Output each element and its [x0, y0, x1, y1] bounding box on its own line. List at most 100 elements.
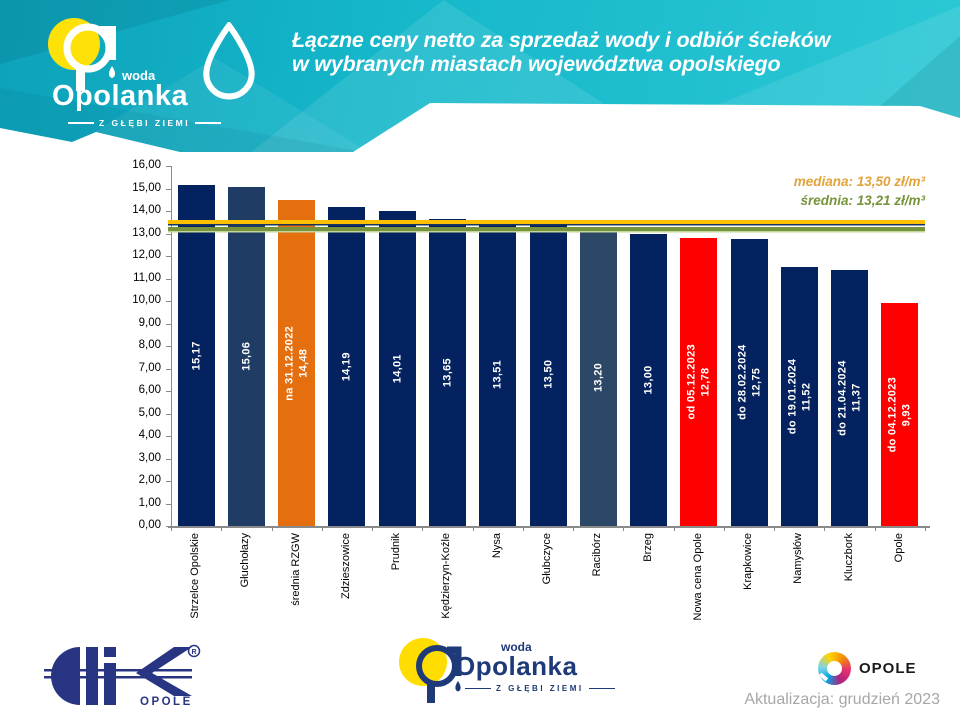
y-axis-label: 7,00 — [138, 361, 161, 374]
y-axis-label: 12,00 — [132, 249, 161, 261]
water-pump-icon — [399, 638, 462, 703]
y-axis-label: 9,00 — [138, 316, 161, 329]
water-drop-icon — [203, 22, 255, 100]
bar-Kędzierzyn-Koźle: 13,65 — [428, 218, 466, 526]
bar-value-label: 13,65 — [441, 357, 454, 387]
brand-name: Opolanka — [52, 80, 189, 112]
y-axis-tick — [166, 166, 171, 167]
x-axis-label: Głuchołazy — [239, 533, 252, 588]
y-axis-label: 14,00 — [132, 204, 161, 216]
brand-woda: woda — [122, 68, 156, 83]
opole-swirl-icon — [818, 652, 851, 685]
y-axis-tick — [166, 301, 171, 302]
bar-value-label: 14,19 — [340, 351, 353, 381]
bar-value-label: od 05.12.2023 12,78 — [685, 344, 712, 420]
x-axis-line — [168, 526, 930, 528]
y-axis-tick — [166, 436, 171, 437]
y-axis-label: 13,00 — [132, 226, 161, 239]
bar-Krapkowice: do 28.02.2024 12,75 — [730, 239, 768, 526]
x-axis-tick — [372, 526, 374, 531]
y-axis-tick — [166, 278, 171, 280]
mean-label: średnia: 13,21 zł/m³ — [800, 193, 925, 208]
y-axis-label: 3,00 — [138, 451, 161, 464]
x-axis-tick — [171, 526, 172, 531]
bar-Strzelce Opolskie: 15,17 — [177, 184, 215, 526]
y-axis-tick — [166, 211, 171, 212]
x-axis-tick — [774, 526, 776, 531]
bar-value-label: do 21.04.2024 11,37 — [836, 360, 863, 436]
x-axis-tick — [321, 526, 323, 531]
bar-Zdzieszowice: 14,19 — [328, 206, 366, 526]
brand-woda: woda — [501, 640, 532, 654]
x-axis-label: Kluczbork — [842, 533, 855, 582]
y-axis-tick — [166, 256, 171, 257]
registered-mark: R — [191, 649, 196, 656]
bar-value-label: do 04.12.2023 9,93 — [886, 376, 913, 452]
y-axis-tick — [166, 188, 171, 190]
water-pump-icon — [48, 18, 116, 91]
wik-opole-logo: R OPOLE — [44, 644, 201, 708]
y-axis-label: 16,00 — [132, 159, 161, 171]
stats-annotation: mediana: 13,50 zł/m³ średnia: 13,21 zł/m… — [794, 172, 925, 210]
bar-Nysa: 13,51 — [479, 222, 517, 526]
x-axis-tick — [573, 526, 575, 531]
opole-city-label: OPOLE — [859, 660, 917, 677]
x-axis-tick — [623, 526, 625, 531]
x-axis-label: Strzelce Opolskie — [189, 533, 202, 619]
y-axis-label: 6,00 — [138, 384, 161, 396]
y-axis-label: 4,00 — [138, 429, 161, 441]
y-axis-tick — [166, 413, 171, 415]
y-axis-tick — [166, 346, 171, 347]
y-axis-tick — [166, 233, 171, 235]
brand-tagline: Z GŁĘBI ZIEMI — [465, 684, 615, 693]
opolanka-logo-header: woda Opolanka Z GŁĘBI ZIEMI — [26, 10, 256, 140]
x-axis-tick — [522, 526, 524, 531]
x-axis-tick — [874, 526, 876, 531]
bar-value-label: 15,06 — [240, 342, 253, 372]
bar-Kluczbork: do 21.04.2024 11,37 — [831, 270, 869, 526]
y-axis-label: 0,00 — [138, 519, 161, 531]
y-axis-label: 10,00 — [132, 294, 161, 306]
y-axis-label: 1,00 — [138, 496, 161, 509]
x-axis-label: Krapkowice — [742, 533, 755, 590]
y-axis-tick — [166, 503, 171, 505]
bar-Głuchołazy: 15,06 — [227, 187, 265, 526]
bar-Prudnik: 14,01 — [378, 210, 416, 526]
wik-caption: OPOLE — [140, 696, 193, 708]
bar-value-label: 13,20 — [592, 362, 605, 393]
bar-value-label: do 19.01.2024 11,52 — [786, 358, 813, 435]
brand-name: Opolanka — [455, 651, 578, 681]
header-banner — [0, 0, 960, 152]
opolanka-logo-footer: woda Opolanka Z GŁĘBI ZIEMI — [393, 634, 593, 709]
y-axis-label: 11,00 — [133, 271, 161, 284]
x-axis-tick — [925, 526, 926, 531]
page-title-line1: Łączne ceny netto za sprzedaż wody i odb… — [292, 28, 831, 52]
bar-Racibórz: 13,20 — [579, 229, 617, 526]
opole-city-logo: OPOLE — [818, 652, 917, 685]
y-axis-tick — [166, 368, 171, 370]
x-axis-tick — [673, 526, 675, 531]
y-axis-tick — [166, 458, 171, 460]
x-axis-label: Nowa cena Opole — [691, 533, 704, 621]
mean-line — [168, 226, 925, 231]
x-axis-label: średnia RZGW — [289, 533, 302, 606]
page-title: Łączne ceny netto za sprzedaż wody i odb… — [292, 28, 942, 76]
page-title-line2: w wybranych miastach województwa opolski… — [292, 52, 781, 76]
bar-value-label: 14,01 — [391, 353, 404, 383]
y-axis-line — [171, 166, 172, 526]
x-axis-tick — [422, 526, 424, 531]
update-note: Aktualizacja: grudzień 2023 — [744, 691, 940, 708]
x-axis-label: Brzeg — [641, 533, 654, 562]
median-label: mediana: 13,50 zł/m³ — [793, 174, 925, 189]
bar-value-label: na 31.12.2022 14,48 — [283, 325, 310, 401]
bar-value-label: 13,50 — [542, 359, 554, 389]
bar-średnia RZGW: na 31.12.2022 14,48 — [278, 200, 316, 526]
x-axis-tick — [723, 526, 725, 531]
median-line — [168, 220, 925, 225]
y-axis-tick — [166, 526, 171, 527]
bar-Brzeg: 13,00 — [630, 233, 668, 526]
x-axis-tick — [472, 526, 474, 531]
y-axis-tick — [166, 481, 171, 482]
y-axis-tick — [166, 391, 171, 392]
